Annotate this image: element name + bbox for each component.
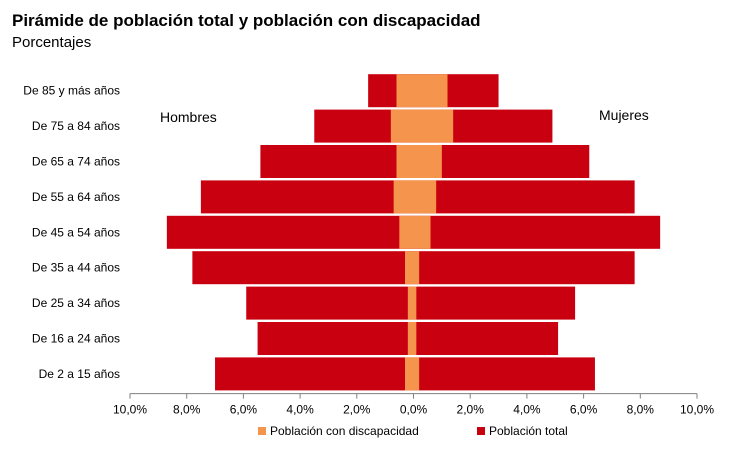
x-tick-label: 2,0% xyxy=(457,403,485,417)
chart-legend: Población con discapacidad Población tot… xyxy=(0,424,741,444)
category-label: De 35 a 44 años xyxy=(32,261,120,275)
bar-total-women xyxy=(413,251,635,285)
x-tick-label: 4,0% xyxy=(286,403,314,417)
bar-total-women xyxy=(413,322,559,355)
bar-total-women xyxy=(413,357,595,391)
legend-swatch-total xyxy=(477,427,485,435)
legend-label-disability: Población con discapacidad xyxy=(270,424,419,438)
category-label: De 25 a 34 años xyxy=(32,296,120,310)
category-label: De 45 a 54 años xyxy=(32,225,120,239)
x-tick-label: 6,0% xyxy=(570,403,598,417)
bar-disability-men xyxy=(399,215,414,249)
x-tick-label: 10,0% xyxy=(113,403,147,417)
x-tick-label: 2,0% xyxy=(343,403,371,417)
bar-total-men xyxy=(260,145,414,178)
bar-total-men xyxy=(200,180,414,214)
bar-disability-men xyxy=(390,109,414,143)
bar-disability-women xyxy=(413,215,431,249)
x-tick-label: 8,0% xyxy=(173,403,201,417)
bar-total-women xyxy=(413,215,661,249)
bar-total-women xyxy=(413,286,576,320)
bar-disability-women xyxy=(413,357,420,391)
bar-disability-men xyxy=(404,357,414,391)
x-tick-label: 4,0% xyxy=(513,403,541,417)
bar-disability-men xyxy=(393,180,414,214)
men-label: Hombres xyxy=(160,109,217,125)
bar-disability-women xyxy=(413,74,448,108)
bar-disability-men xyxy=(404,251,414,285)
bar-total-men xyxy=(257,322,414,355)
bar-disability-women xyxy=(413,251,420,285)
bar-total-women xyxy=(413,145,590,178)
bar-disability-women xyxy=(413,109,454,143)
bar-disability-women xyxy=(413,286,417,320)
bar-total-men xyxy=(192,251,414,285)
x-tick-label: 6,0% xyxy=(230,403,258,417)
legend-label-total: Población total xyxy=(489,424,568,438)
category-label: De 2 a 15 años xyxy=(39,367,120,381)
category-label: De 55 a 64 años xyxy=(32,190,120,204)
bar-disability-men xyxy=(396,74,414,108)
x-tick-label: 10,0% xyxy=(680,403,714,417)
bar-disability-men xyxy=(407,286,414,320)
x-tick-label: 8,0% xyxy=(627,403,655,417)
bar-disability-women xyxy=(413,180,437,214)
bar-disability-men xyxy=(396,145,414,178)
bar-total-women xyxy=(413,180,635,214)
bar-disability-women xyxy=(413,145,442,178)
category-label: De 16 a 24 años xyxy=(32,332,120,346)
bar-total-men xyxy=(166,215,414,249)
category-label: De 65 a 74 años xyxy=(32,155,120,169)
x-tick-label: 0,0% xyxy=(400,403,428,417)
women-label: Mujeres xyxy=(599,107,649,123)
legend-item-total: Población total xyxy=(477,424,568,438)
bar-total-men xyxy=(246,286,414,320)
bar-total-men xyxy=(215,357,414,391)
legend-item-disability: Población con discapacidad xyxy=(258,424,419,438)
category-label: De 75 a 84 años xyxy=(32,119,120,133)
bar-disability-women xyxy=(413,322,417,355)
category-label: De 85 y más años xyxy=(23,84,120,98)
chart-title: Pirámide de población total y población … xyxy=(12,11,481,30)
legend-swatch-disability xyxy=(258,427,266,435)
bar-disability-men xyxy=(407,322,414,355)
chart-subtitle: Porcentajes xyxy=(12,34,92,51)
